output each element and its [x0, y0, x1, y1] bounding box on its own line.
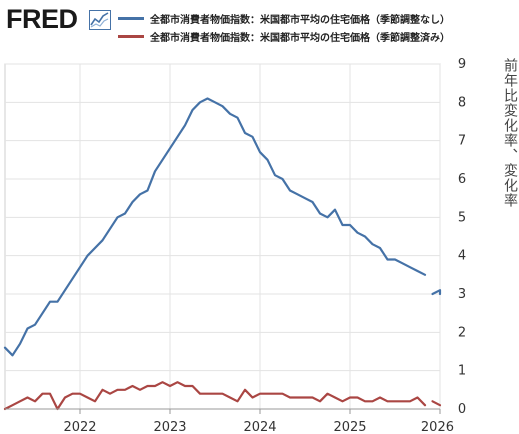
- chart-gridlines: [4, 63, 441, 410]
- legend-item-nsa[interactable]: 全都市消費者物価指数：米国都市平均の住宅価格（季節調整なし）: [118, 11, 450, 26]
- chart-axis-layer: 0 1 2 3 4 5 6 7 8 9 2022 2023 2024 2025 2026: [5, 57, 466, 434]
- legend-label-sa: 全都市消費者物価指数：米国都市平均の住宅価格（季節調整済み）: [150, 32, 450, 44]
- x-tick-label-2026: 2026: [421, 420, 454, 434]
- y-tick-label-1: 1: [458, 364, 466, 379]
- y-tick-label-9: 9: [458, 57, 466, 72]
- x-tick-label-2022: 2022: [63, 420, 96, 434]
- y-tick-label-2: 2: [458, 325, 466, 340]
- y-tick-label-5: 5: [458, 210, 466, 225]
- x-tick-label-2023: 2023: [153, 420, 186, 434]
- chart-header: FRED 全都市消費者物価指数：米国都市平均の住宅価格（季節調整なし） 全都市消…: [0, 0, 519, 52]
- y-axis-label: 前年比変化率、変化率: [502, 58, 518, 208]
- plot-frame: [4, 63, 441, 410]
- series-0-line-segment-0: [3, 97, 427, 357]
- y-tick-label-7: 7: [458, 134, 466, 149]
- x-tick-label-2024: 2024: [243, 420, 276, 434]
- series-1-line-segment-0: [3, 381, 427, 411]
- legend-label-nsa: 全都市消費者物価指数：米国都市平均の住宅価格（季節調整なし）: [150, 14, 450, 26]
- chart-series-layer: [3, 97, 442, 411]
- series-0-line-segment-1: [431, 289, 442, 296]
- fred-logo: FRED: [6, 4, 78, 34]
- y-tick-label-3: 3: [458, 287, 466, 302]
- y-tick-label-6: 6: [458, 172, 466, 187]
- x-tick-label-2025: 2025: [333, 420, 366, 434]
- y-tick-label-4: 4: [458, 249, 466, 264]
- legend-swatch-sa: [118, 34, 144, 38]
- legend-swatch-nsa: [118, 16, 144, 20]
- legend-item-sa[interactable]: 全都市消費者物価指数：米国都市平均の住宅価格（季節調整済み）: [118, 29, 450, 44]
- y-tick-label-8: 8: [458, 95, 466, 110]
- fred-trend-chart-icon: [89, 10, 111, 30]
- y-tick-label-0: 0: [458, 402, 466, 417]
- series-1-line-segment-1: [431, 400, 442, 407]
